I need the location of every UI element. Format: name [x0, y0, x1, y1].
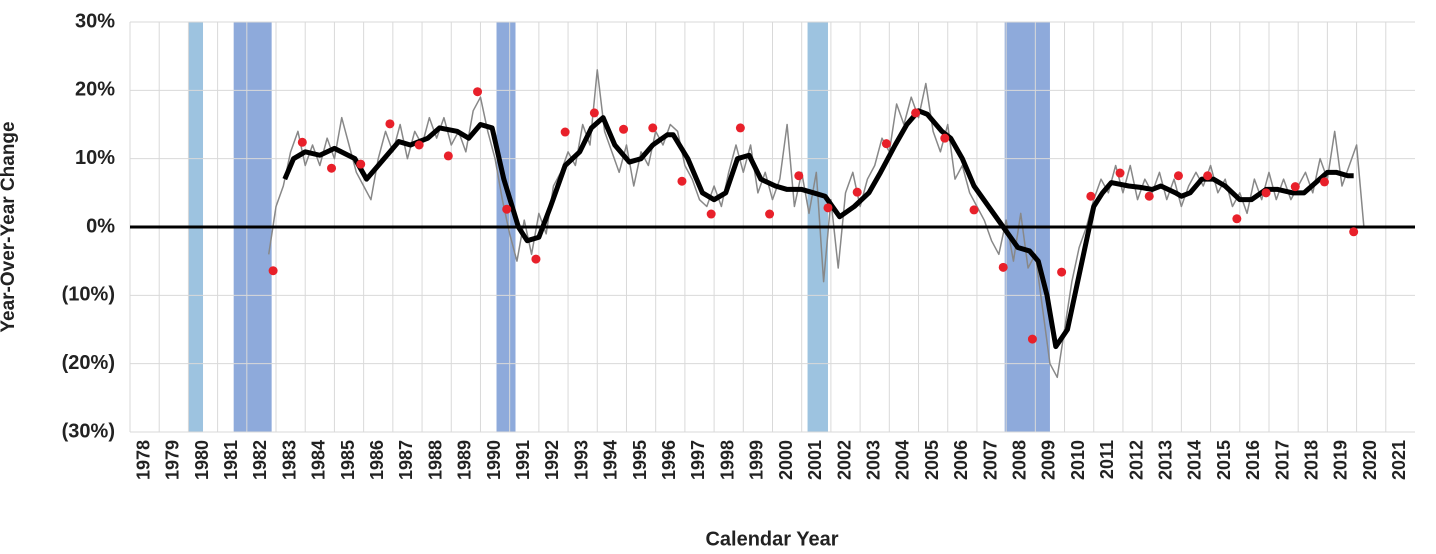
x-tick-label: 2018 — [1302, 440, 1322, 480]
data-point — [1027, 334, 1037, 344]
x-tick-label: 2014 — [1185, 440, 1205, 480]
x-tick-label: 2001 — [805, 440, 825, 480]
data-point — [560, 127, 570, 137]
x-tick-label: 1983 — [279, 440, 299, 480]
data-point — [473, 87, 483, 97]
x-tick-label: 2017 — [1272, 440, 1292, 480]
data-point — [1086, 191, 1096, 201]
x-tick-label: 2013 — [1156, 440, 1176, 480]
data-point — [356, 159, 366, 169]
data-point — [1319, 177, 1329, 187]
data-point — [852, 187, 862, 197]
data-point — [1261, 188, 1271, 198]
x-tick-label: 1997 — [688, 440, 708, 480]
data-point — [1290, 182, 1300, 192]
x-tick-label: 2006 — [951, 440, 971, 480]
y-tick-label: (30%) — [62, 420, 115, 442]
data-point — [619, 124, 629, 134]
data-point — [589, 108, 599, 118]
data-point — [911, 108, 921, 118]
data-point — [648, 123, 658, 133]
x-tick-label: 2004 — [893, 440, 913, 480]
data-point — [297, 137, 307, 147]
x-tick-label: 2021 — [1389, 440, 1409, 480]
x-tick-label: 1999 — [747, 440, 767, 480]
x-tick-label: 2012 — [1126, 440, 1146, 480]
data-point — [881, 139, 891, 149]
x-tick-label: 2016 — [1243, 440, 1263, 480]
x-tick-label: 1998 — [717, 440, 737, 480]
data-point — [1203, 171, 1213, 181]
x-tick-label: 2020 — [1360, 440, 1380, 480]
data-point — [823, 203, 833, 213]
data-point — [940, 133, 950, 143]
x-tick-label: 1991 — [513, 440, 533, 480]
data-point — [531, 254, 541, 264]
x-tick-label: 1978 — [133, 440, 153, 480]
x-tick-label: 1988 — [425, 440, 445, 480]
data-point — [677, 176, 687, 186]
x-tick-label: 2008 — [1009, 440, 1029, 480]
x-tick-label: 2009 — [1039, 440, 1059, 480]
data-point — [1349, 227, 1359, 237]
x-tick-label: 2019 — [1331, 440, 1351, 480]
x-tick-label: 2002 — [834, 440, 854, 480]
x-tick-label: 1994 — [601, 440, 621, 480]
data-point — [1144, 191, 1154, 201]
y-tick-label: (20%) — [62, 352, 115, 374]
x-tick-label: 2007 — [980, 440, 1000, 480]
x-tick-label: 2010 — [1068, 440, 1088, 480]
x-tick-label: 1985 — [338, 440, 358, 480]
x-tick-label: 2015 — [1214, 440, 1234, 480]
data-point — [765, 209, 775, 219]
x-tick-label: 2000 — [776, 440, 796, 480]
x-tick-label: 1982 — [250, 440, 270, 480]
x-tick-label: 1992 — [542, 440, 562, 480]
y-axis-title: Year-Over-Year Change — [0, 121, 19, 332]
data-point — [1115, 168, 1125, 178]
x-tick-label: 1990 — [484, 440, 504, 480]
data-point — [502, 204, 512, 214]
x-tick-label: 2005 — [922, 440, 942, 480]
data-point — [1173, 171, 1183, 181]
y-tick-label: 30% — [75, 10, 115, 32]
x-tick-label: 1996 — [659, 440, 679, 480]
data-point — [327, 163, 337, 173]
x-axis-title: Calendar Year — [705, 528, 838, 550]
x-tick-label: 1986 — [367, 440, 387, 480]
data-point — [443, 151, 453, 161]
x-tick-label: 1979 — [163, 440, 183, 480]
x-tick-label: 2011 — [1097, 440, 1117, 479]
y-tick-label: 10% — [75, 147, 115, 169]
data-point — [1057, 267, 1067, 277]
data-point — [1232, 214, 1242, 224]
x-tick-label: 1987 — [396, 440, 416, 480]
data-line — [267, 69, 1365, 379]
y-tick-label: (10%) — [62, 284, 115, 306]
data-point — [998, 262, 1008, 272]
x-tick-label: 1981 — [221, 440, 241, 480]
data-point — [794, 171, 804, 181]
y-tick-label: 0% — [86, 215, 115, 237]
y-tick-label: 20% — [75, 79, 115, 101]
x-tick-label: 1995 — [630, 440, 650, 480]
data-point — [385, 119, 395, 129]
data-line — [282, 108, 1354, 350]
data-point — [268, 266, 278, 276]
data-point — [706, 209, 716, 219]
data-point — [969, 205, 979, 215]
x-tick-label: 1989 — [455, 440, 475, 480]
x-tick-label: 1980 — [192, 440, 212, 480]
data-point — [735, 123, 745, 133]
x-tick-label: 1984 — [309, 440, 329, 480]
x-tick-label: 1993 — [571, 440, 591, 480]
data-point — [414, 140, 424, 150]
x-tick-label: 2003 — [863, 440, 883, 480]
